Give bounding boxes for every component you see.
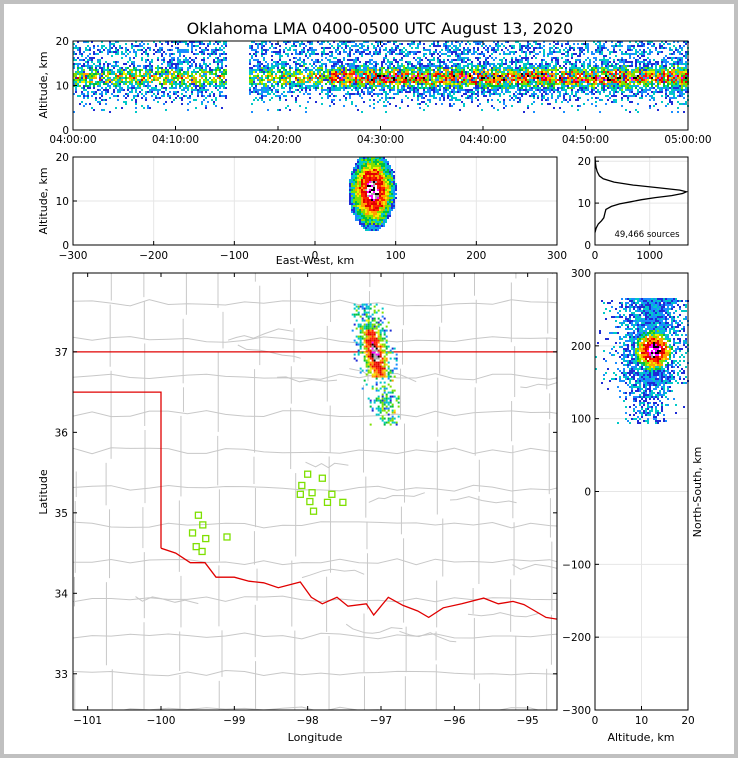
th-xtick: 04:50:00 bbox=[562, 134, 609, 146]
th-xtick: 04:10:00 bbox=[152, 134, 199, 146]
hist-ytick: 0 bbox=[584, 240, 591, 252]
ns-ytick: −200 bbox=[562, 632, 591, 644]
hist-xtick: 0 bbox=[592, 250, 599, 262]
station-marker bbox=[306, 497, 314, 506]
ew-ylabel: Altitude, km bbox=[37, 167, 50, 234]
ew-xtick: −100 bbox=[220, 250, 249, 262]
lma-stations bbox=[188, 470, 347, 556]
altitude-histogram-panel: 0 1000 0 10 20 49,466 sources bbox=[578, 156, 689, 262]
lma-figure: Oklahoma LMA 0400-0500 UTC August 13, 20… bbox=[37, 19, 712, 744]
ew-ytick: 10 bbox=[56, 196, 69, 208]
storm-sources bbox=[351, 303, 400, 426]
ew-xtick: −300 bbox=[59, 250, 88, 262]
ns-xtick: 20 bbox=[681, 715, 694, 727]
station-marker bbox=[223, 533, 231, 541]
hist-ytick: 20 bbox=[578, 156, 591, 168]
ns-ytick: −100 bbox=[562, 559, 591, 571]
map-xtick: −101 bbox=[73, 715, 102, 727]
map-xtick: −96 bbox=[443, 715, 465, 727]
ns-xtick: 0 bbox=[592, 715, 599, 727]
hist-ytick: 10 bbox=[578, 198, 591, 210]
station-marker bbox=[318, 474, 326, 482]
station-marker bbox=[194, 511, 203, 519]
map-xtick: −98 bbox=[297, 715, 319, 727]
ew-xtick: 0 bbox=[312, 250, 319, 262]
figure-frame: Oklahoma LMA 0400-0500 UTC August 13, 20… bbox=[4, 4, 734, 754]
th-ytick: 20 bbox=[56, 36, 69, 48]
th-ytick: 0 bbox=[62, 125, 69, 137]
th-xtick: 04:20:00 bbox=[254, 134, 301, 146]
station-marker bbox=[199, 521, 207, 529]
map-ytick: 37 bbox=[55, 347, 68, 359]
histogram-line bbox=[594, 156, 689, 233]
station-marker bbox=[328, 490, 336, 498]
ew-ytick: 0 bbox=[62, 240, 69, 252]
station-marker bbox=[339, 498, 347, 507]
map-xtick: −99 bbox=[223, 715, 245, 727]
ns-ytick: 300 bbox=[571, 268, 591, 280]
ns-ytick: 200 bbox=[571, 341, 591, 353]
ew-xtick: 300 bbox=[547, 250, 567, 262]
station-marker bbox=[323, 498, 332, 507]
time-height-panel: 0 10 20 04:00:00 04:10:00 04:20:00 04:30:00 04:… bbox=[37, 36, 712, 146]
ns-ytick: 0 bbox=[584, 487, 591, 499]
station-marker bbox=[202, 534, 210, 543]
th-xtick: 04:40:00 bbox=[459, 134, 506, 146]
state-borders bbox=[73, 351, 557, 620]
th-xtick: 05:00:00 bbox=[664, 134, 711, 146]
station-marker bbox=[309, 507, 318, 515]
station-marker bbox=[188, 529, 197, 537]
map-ylabel: Latitude bbox=[37, 469, 50, 515]
map-xtick: −95 bbox=[517, 715, 539, 727]
station-marker bbox=[304, 470, 312, 478]
map-ytick: 35 bbox=[55, 508, 68, 520]
histogram-annotation: 49,466 sources bbox=[614, 230, 680, 240]
map-ytick: 34 bbox=[55, 588, 69, 600]
chart-title: Oklahoma LMA 0400-0500 UTC August 13, 20… bbox=[187, 19, 574, 38]
ns-xlabel: Altitude, km bbox=[607, 731, 674, 744]
station-marker bbox=[298, 481, 306, 490]
station-marker bbox=[192, 542, 200, 551]
ew-xtick: 100 bbox=[386, 250, 406, 262]
ns-ylabel: North-South, km bbox=[691, 447, 704, 538]
station-marker bbox=[296, 490, 304, 498]
map-xtick: −97 bbox=[370, 715, 392, 727]
ew-ytick: 20 bbox=[56, 152, 69, 164]
ns-xtick: 10 bbox=[635, 715, 648, 727]
ns-altitude-panel: 0 10 20 −300 −200 −100 0 100 200 300 Altitude, km… bbox=[562, 268, 704, 744]
station-marker bbox=[308, 489, 316, 497]
plan-view-panel: −101 −100 −99 −98 −97 −96 −95 33 34 35 36 37 Longit… bbox=[37, 272, 558, 744]
ew-xlabel: East-West, km bbox=[276, 254, 354, 267]
th-xtick: 04:00:00 bbox=[49, 134, 96, 146]
station-marker bbox=[198, 547, 206, 556]
map-xtick: −100 bbox=[147, 715, 176, 727]
ns-ytick: −300 bbox=[562, 705, 591, 717]
th-ytick: 10 bbox=[56, 81, 69, 93]
map-xlabel: Longitude bbox=[288, 731, 343, 744]
th-ylabel: Altitude, km bbox=[37, 51, 50, 118]
hist-xtick: 1000 bbox=[636, 250, 663, 262]
ns-ytick: 100 bbox=[571, 414, 591, 426]
map-ytick: 36 bbox=[55, 427, 69, 439]
map-ytick: 33 bbox=[55, 669, 68, 681]
ew-xtick: −200 bbox=[139, 250, 168, 262]
ew-altitude-panel: −300 −200 −100 0 100 200 300 0 10 20 Altitude, km… bbox=[37, 152, 567, 267]
th-xtick: 04:30:00 bbox=[357, 134, 404, 146]
ew-xtick: 200 bbox=[466, 250, 486, 262]
county-lines bbox=[73, 273, 557, 710]
